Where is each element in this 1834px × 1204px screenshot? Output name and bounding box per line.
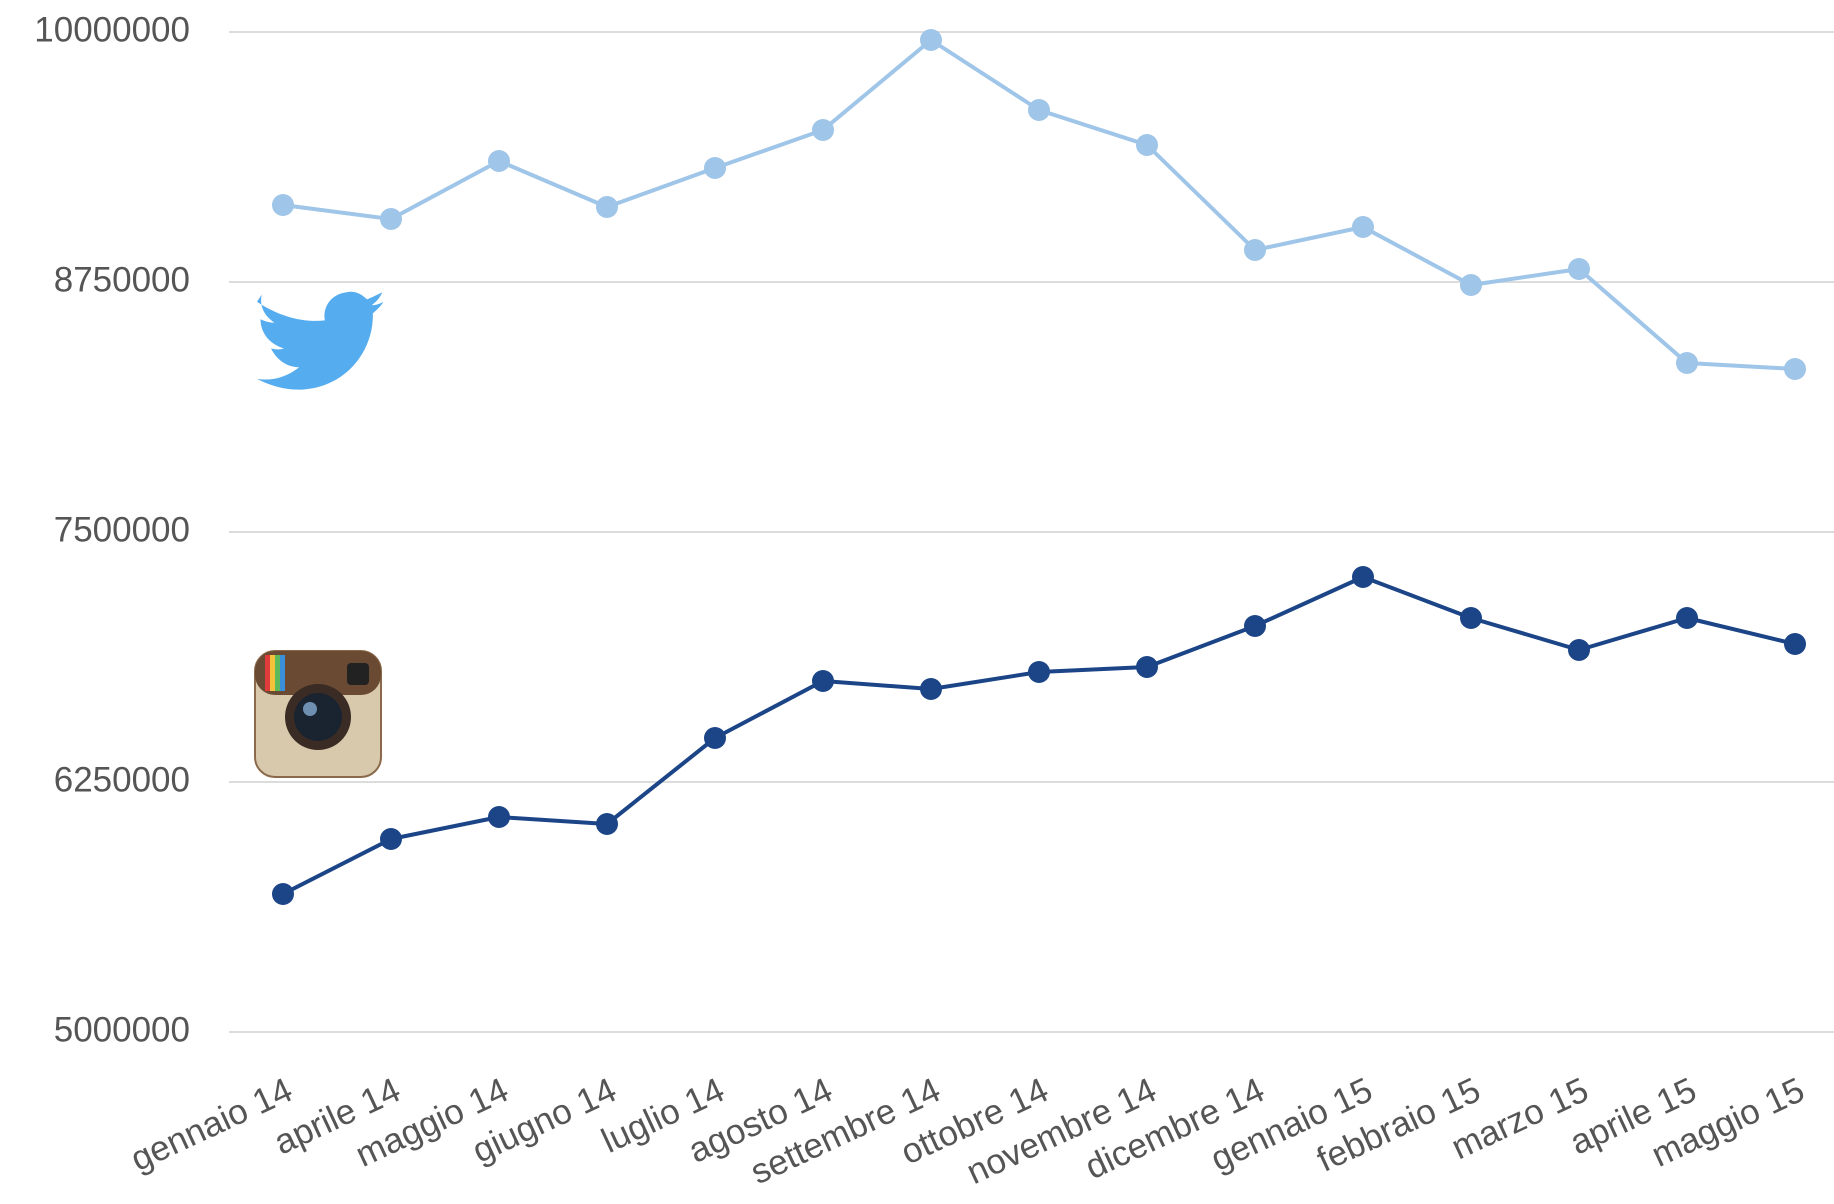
- stripe: [270, 655, 275, 691]
- data-point: [920, 29, 942, 51]
- data-point: [920, 678, 942, 700]
- data-point: [1244, 239, 1266, 261]
- stripe: [280, 655, 285, 691]
- y-tick-label: 5000000: [54, 1010, 190, 1049]
- data-point: [272, 883, 294, 905]
- data-point: [1244, 615, 1266, 637]
- data-point: [704, 727, 726, 749]
- instagram-icon: [254, 650, 382, 778]
- data-point: [1028, 661, 1050, 683]
- y-tick-label: 8750000: [54, 260, 190, 299]
- series-line: [282, 38, 1796, 371]
- data-point: [812, 670, 834, 692]
- series-line: [282, 575, 1796, 896]
- data-point: [272, 194, 294, 216]
- viewfinder: [347, 663, 369, 685]
- data-point: [1460, 607, 1482, 629]
- data-point: [704, 157, 726, 179]
- stripe: [275, 655, 280, 691]
- lens-glare: [303, 702, 317, 716]
- data-point: [1784, 358, 1806, 380]
- data-point: [1568, 639, 1590, 661]
- data-point: [1568, 258, 1590, 280]
- data-point: [1352, 566, 1374, 588]
- data-point: [380, 208, 402, 230]
- data-point: [1136, 134, 1158, 156]
- data-point: [488, 150, 510, 172]
- grid: [229, 31, 1834, 1033]
- twitter-icon: [257, 291, 384, 390]
- data-point: [1136, 656, 1158, 678]
- data-point: [1676, 607, 1698, 629]
- y-tick-label: 10000000: [34, 10, 190, 49]
- data-point: [380, 828, 402, 850]
- data-point: [1460, 274, 1482, 296]
- data-point: [1352, 216, 1374, 238]
- data-point: [488, 806, 510, 828]
- data-point: [596, 813, 618, 835]
- twitter-bird: [257, 291, 384, 390]
- data-point: [1784, 633, 1806, 655]
- y-tick-label: 6250000: [54, 760, 190, 799]
- data-point: [812, 119, 834, 141]
- data-point: [1676, 352, 1698, 374]
- stripe: [265, 655, 270, 691]
- data-point: [1028, 99, 1050, 121]
- data-point: [596, 196, 618, 218]
- y-tick-label: 7500000: [54, 510, 190, 549]
- lens: [294, 693, 342, 741]
